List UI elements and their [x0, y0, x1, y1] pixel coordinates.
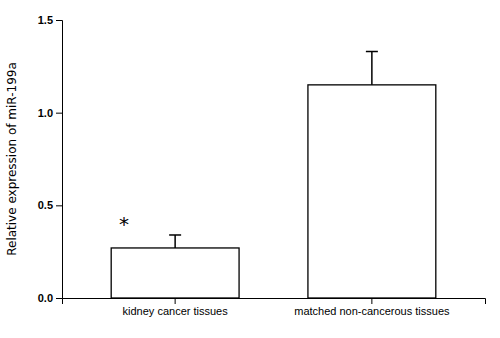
- x-tick-label: kidney cancer tissues: [123, 305, 229, 317]
- chart: 0.0 0.5 1.0 1.5 kidney cancer tissues matched…: [0, 0, 500, 338]
- y-tick-label: 1.5: [38, 14, 53, 26]
- error-bar-stem: [174, 235, 176, 248]
- y-tick-label: 0.0: [38, 292, 53, 304]
- y-tick: 1.0: [38, 107, 62, 119]
- x-tick-mark: [175, 298, 176, 304]
- error-bar: [169, 235, 181, 248]
- error-bar-cap: [366, 51, 378, 53]
- y-axis: 0.0 0.5 1.0 1.5: [38, 14, 63, 304]
- annotations: *: [119, 212, 129, 236]
- y-tick-label: 1.0: [38, 107, 53, 119]
- x-axis: kidney cancer tissues matched non-cancero…: [63, 298, 486, 317]
- y-tick-mark: [56, 205, 62, 206]
- y-tick: 1.5: [38, 14, 62, 26]
- y-axis-line: [56, 21, 63, 299]
- bar: [308, 85, 436, 298]
- annotation: *: [119, 212, 129, 236]
- bar: [111, 248, 239, 298]
- y-tick: 0.5: [38, 199, 62, 211]
- plot: 0.0 0.5 1.0 1.5 kidney cancer tissues matched…: [38, 14, 486, 317]
- error-bar-cap: [169, 234, 181, 236]
- x-tick: kidney cancer tissues: [123, 298, 229, 317]
- x-tick-mark: [371, 298, 372, 304]
- y-tick: 0.0: [38, 292, 62, 304]
- y-tick-mark: [56, 298, 62, 299]
- x-tick: matched non-cancerous tissues: [294, 298, 450, 317]
- error-bar-stem: [371, 52, 373, 85]
- y-tick-mark: [56, 113, 62, 114]
- marks: [111, 52, 436, 298]
- y-tick-label: 0.5: [38, 199, 53, 211]
- error-bar: [366, 52, 378, 85]
- x-tick-label: matched non-cancerous tissues: [294, 305, 450, 317]
- y-tick-mark: [56, 20, 62, 21]
- x-axis-line: [63, 299, 486, 305]
- y-axis-title: Relative expression of miR-199a: [5, 62, 19, 256]
